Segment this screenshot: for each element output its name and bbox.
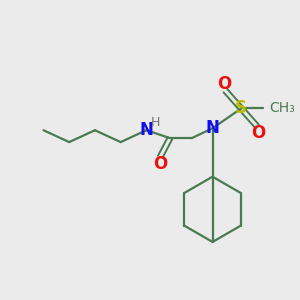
Text: CH₃: CH₃ — [269, 101, 295, 116]
Text: O: O — [217, 75, 232, 93]
Text: H: H — [151, 116, 160, 129]
Text: O: O — [251, 124, 265, 142]
Text: N: N — [206, 119, 220, 137]
Text: S: S — [235, 100, 247, 118]
Text: O: O — [153, 155, 167, 173]
Text: N: N — [140, 121, 153, 139]
